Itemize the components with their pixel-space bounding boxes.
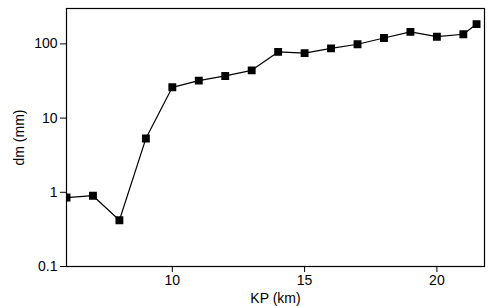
svg-text:KP (km): KP (km) <box>250 290 300 306</box>
svg-text:10: 10 <box>42 110 58 126</box>
svg-text:0.1: 0.1 <box>38 258 58 274</box>
svg-text:1: 1 <box>50 184 58 200</box>
svg-text:20: 20 <box>429 272 445 288</box>
svg-text:10: 10 <box>165 272 181 288</box>
svg-text:100: 100 <box>34 35 58 51</box>
svg-text:15: 15 <box>297 272 313 288</box>
svg-text:dm (mm): dm (mm) <box>11 110 27 166</box>
